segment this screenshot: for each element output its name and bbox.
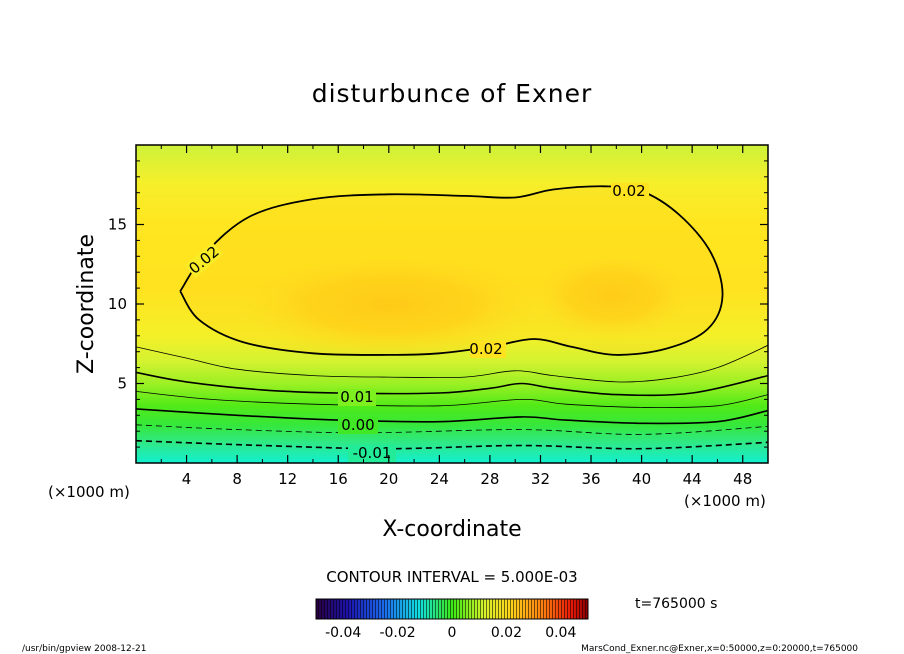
contour-line [136, 408, 768, 425]
contour-label-gap [338, 389, 376, 406]
contour-label-gap [470, 341, 506, 358]
field-core-left [240, 255, 540, 355]
colorbar: -0.04 -0.02 0 0.02 0.04 [315, 598, 589, 641]
colorbar-tick-label: -0.04 [325, 625, 361, 641]
footer-right: MarsCond_Exner.nc@Exner,x=0:50000,z=0:20… [581, 644, 858, 654]
colorbar-tick-label: 0.04 [545, 625, 576, 641]
contour-line-0.02 [179, 185, 724, 356]
x-tick-label: 44 [683, 470, 702, 488]
chart-title: disturbunce of Exner [312, 79, 593, 108]
field-core-right [534, 254, 690, 338]
x-tick-label: 48 [733, 470, 752, 488]
x-axis-label: X-coordinate [382, 517, 521, 542]
y-axis-label: Z-coordinate [74, 234, 99, 374]
contour-label: 0.00 [341, 416, 374, 434]
contour-label: -0.01 [353, 444, 392, 462]
x-tick-label: 40 [632, 470, 651, 488]
contour-line [136, 371, 768, 397]
x-tick-label: 20 [379, 470, 398, 488]
contour-interval-text: CONTOUR INTERVAL = 5.000E-03 [326, 568, 577, 586]
x-unit-label-right: (×1000 m) [684, 492, 766, 510]
contour-line [136, 439, 768, 450]
colorbar-lines [316, 599, 588, 619]
colorbar-tick-label: -0.02 [379, 625, 415, 641]
colorbar-tick-label: 0 [448, 625, 457, 641]
contour-label: 0.01 [340, 388, 373, 406]
x-tick-label: 4 [182, 470, 192, 488]
y-tick-label: 10 [108, 295, 127, 313]
contour-line [136, 344, 768, 383]
x-tick-label: 32 [531, 470, 550, 488]
contour-line [136, 391, 768, 408]
x-tick-label: 24 [430, 470, 449, 488]
x-tick-label: 8 [232, 470, 242, 488]
contour-label-gap [338, 417, 378, 434]
x-tick-label: 28 [480, 470, 499, 488]
footer-left: /usr/bin/gpview 2008-12-21 [22, 644, 146, 654]
contour-label-bg [185, 183, 649, 462]
contour-label-gap [611, 183, 649, 200]
colorbar-tick-label: 0.02 [491, 625, 522, 641]
x-tick-label: 12 [278, 470, 297, 488]
x-axis: 4 8 12 16 20 24 28 32 36 40 44 48 [160, 145, 752, 488]
colorbar-frame [315, 598, 589, 620]
contour-label-gap [185, 242, 223, 278]
y-tick-label: 5 [117, 375, 127, 393]
x-unit-label-left: (×1000 m) [48, 483, 130, 501]
contour-label: 0.02 [612, 182, 645, 200]
plot-area [136, 145, 768, 463]
y-axis: 5 10 15 [108, 160, 768, 448]
contour-label: 0.02 [469, 340, 502, 358]
contour-labels: 0.02 0.02 0.02 0.01 0.00 -0.01 [185, 182, 649, 462]
contour-label-gap [348, 445, 396, 462]
contour-line [136, 424, 768, 435]
contour-lines [136, 185, 768, 450]
x-tick-label: 16 [329, 470, 348, 488]
colorbar-ticks: -0.04 -0.02 0 0.02 0.04 [325, 625, 576, 641]
time-label: t=765000 s [635, 596, 717, 612]
y-tick-label: 15 [108, 216, 127, 234]
x-tick-label: 36 [581, 470, 600, 488]
